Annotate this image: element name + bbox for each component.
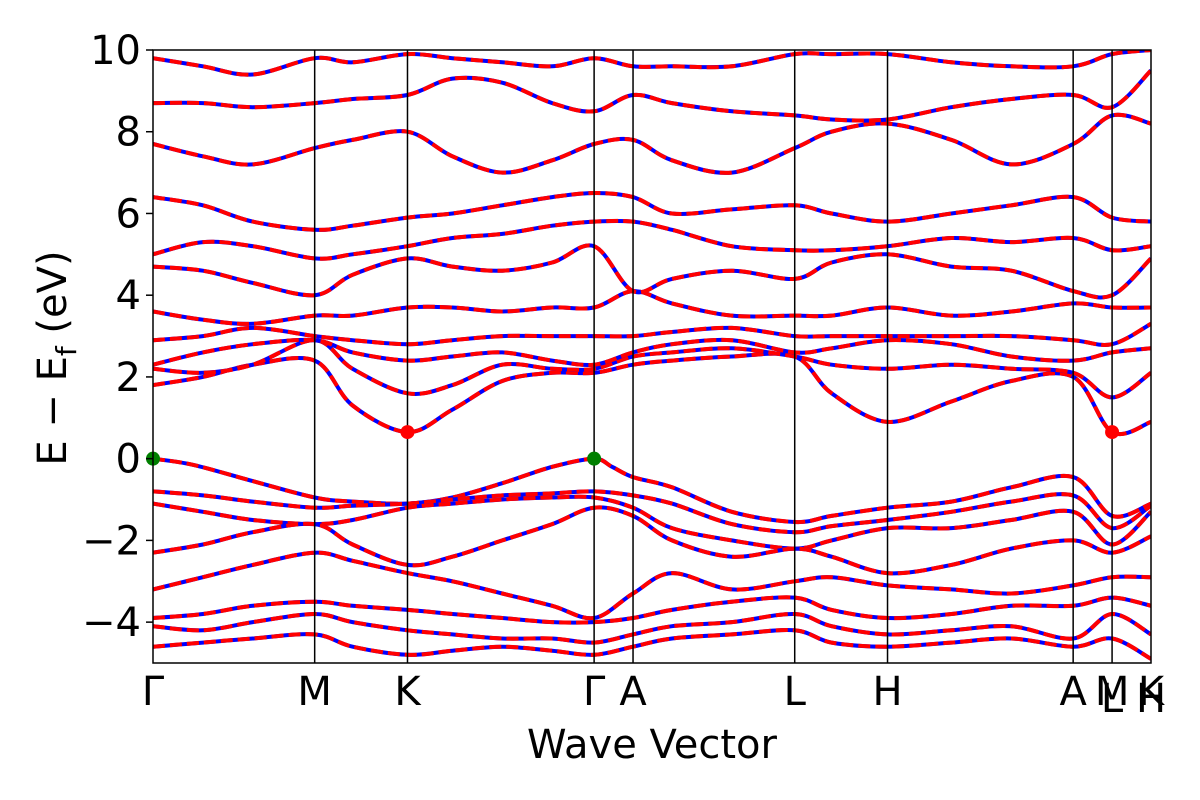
- band-line-blue: [153, 50, 1151, 77]
- band-c11: [153, 50, 1151, 77]
- band-line-blue: [153, 351, 1151, 436]
- plot-frame: [152, 49, 1152, 664]
- x-tick-label-overlap: L: [1101, 676, 1124, 722]
- band-line-blue: [153, 68, 1151, 123]
- band-line-red: [153, 351, 1151, 436]
- bands-layer: [153, 50, 1151, 661]
- band-line-red: [153, 337, 1151, 367]
- x-tick-label: H: [872, 669, 902, 715]
- x-tick-label: A: [619, 669, 647, 715]
- y-tick-label: 8: [116, 110, 141, 156]
- band-v1: [153, 456, 1151, 525]
- x-tick-label: L: [784, 669, 807, 715]
- band-line-blue: [153, 628, 1151, 661]
- band-v8: [153, 628, 1151, 661]
- y-tick-label: 2: [116, 355, 141, 401]
- band-line-red: [153, 112, 1151, 175]
- cbm-marker: [400, 425, 415, 440]
- band-v5: [153, 550, 1151, 621]
- band-line-red: [153, 68, 1151, 123]
- y-axis-label-main: E − E: [30, 356, 76, 466]
- x-tick-label: M: [297, 669, 332, 715]
- band-line-blue: [153, 595, 1151, 625]
- y-tick-label: 6: [116, 191, 141, 237]
- y-tick-label: 10: [90, 28, 141, 74]
- band-line-red: [153, 243, 1151, 300]
- x-tick-label: M: [1095, 669, 1130, 715]
- band-c10: [153, 68, 1151, 123]
- y-tick-label: 4: [116, 273, 141, 319]
- band-line-red: [153, 456, 1151, 525]
- band-v6: [153, 595, 1151, 625]
- band-c9: [153, 112, 1151, 175]
- x-tick-label-overlap: H: [1136, 676, 1166, 722]
- y-axis-label: E − Ef (eV): [30, 250, 83, 465]
- x-tick-label: Γ: [583, 669, 606, 715]
- special-points: [146, 425, 1120, 466]
- x-tick-label: K: [1138, 669, 1166, 715]
- band-line-red: [153, 550, 1151, 621]
- band-c1: [153, 351, 1151, 436]
- y-tick-label: −4: [82, 600, 141, 646]
- cbm-marker: [1105, 425, 1120, 440]
- y-tick-label: −2: [82, 518, 141, 564]
- y-tick-label: 0: [116, 437, 141, 483]
- x-tick-label: A: [1059, 669, 1087, 715]
- band-c7: [153, 218, 1151, 261]
- x-axis-ticks: Γ M K Γ A L H A M KL H: [142, 669, 1166, 722]
- x-tick-label: Γ: [142, 669, 165, 715]
- high-symmetry-lines: [313, 50, 1113, 663]
- x-tick-label: K: [394, 669, 422, 715]
- x-axis-label: Wave Vector: [527, 722, 778, 768]
- band-c6: [153, 243, 1151, 300]
- y-axis-label-sub: f: [50, 345, 83, 356]
- y-axis-label-unit: (eV): [30, 250, 76, 346]
- y-axis-ticks: −4 −2 0 2 4 6 8 10: [82, 28, 153, 646]
- vbm-marker: [587, 451, 602, 466]
